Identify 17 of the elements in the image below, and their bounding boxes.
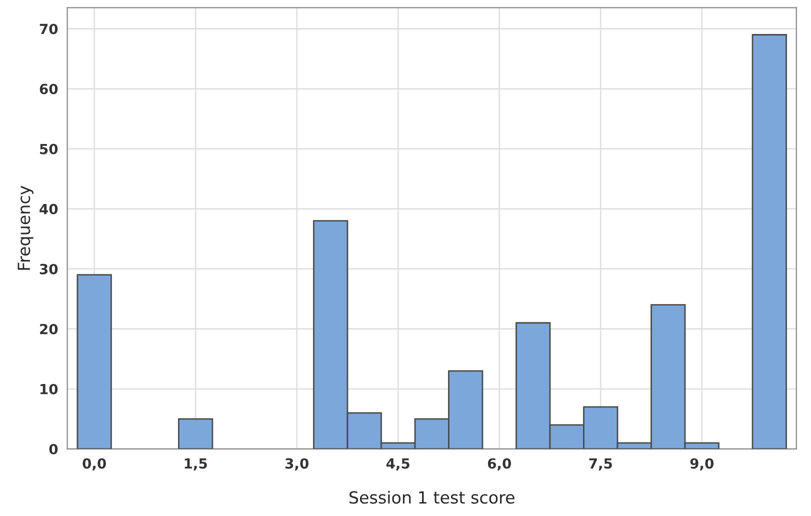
x-tick-label: 3,0 bbox=[285, 458, 308, 470]
x-tick-label: 4,5 bbox=[386, 458, 410, 470]
y-axis-title: Frequency bbox=[18, 186, 34, 270]
x-axis-title: Session 1 test score bbox=[350, 490, 514, 504]
y-tick-label: 30 bbox=[40, 264, 58, 274]
x-tick-label: 0,0 bbox=[82, 458, 106, 470]
y-tick-label: 70 bbox=[40, 24, 58, 34]
x-tick-label: 1,5 bbox=[184, 458, 207, 470]
y-tick-label: 20 bbox=[40, 324, 58, 334]
y-tick-label: 0 bbox=[49, 444, 58, 454]
y-tick-label: 10 bbox=[40, 384, 58, 394]
x-tick-label: 9,0 bbox=[690, 458, 714, 470]
y-tick-label: 40 bbox=[40, 204, 58, 214]
x-tick-label: 6,0 bbox=[488, 458, 512, 470]
y-tick-label: 50 bbox=[40, 144, 58, 154]
y-tick-label: 60 bbox=[40, 84, 58, 94]
x-tick-label: 7,5 bbox=[589, 458, 612, 470]
